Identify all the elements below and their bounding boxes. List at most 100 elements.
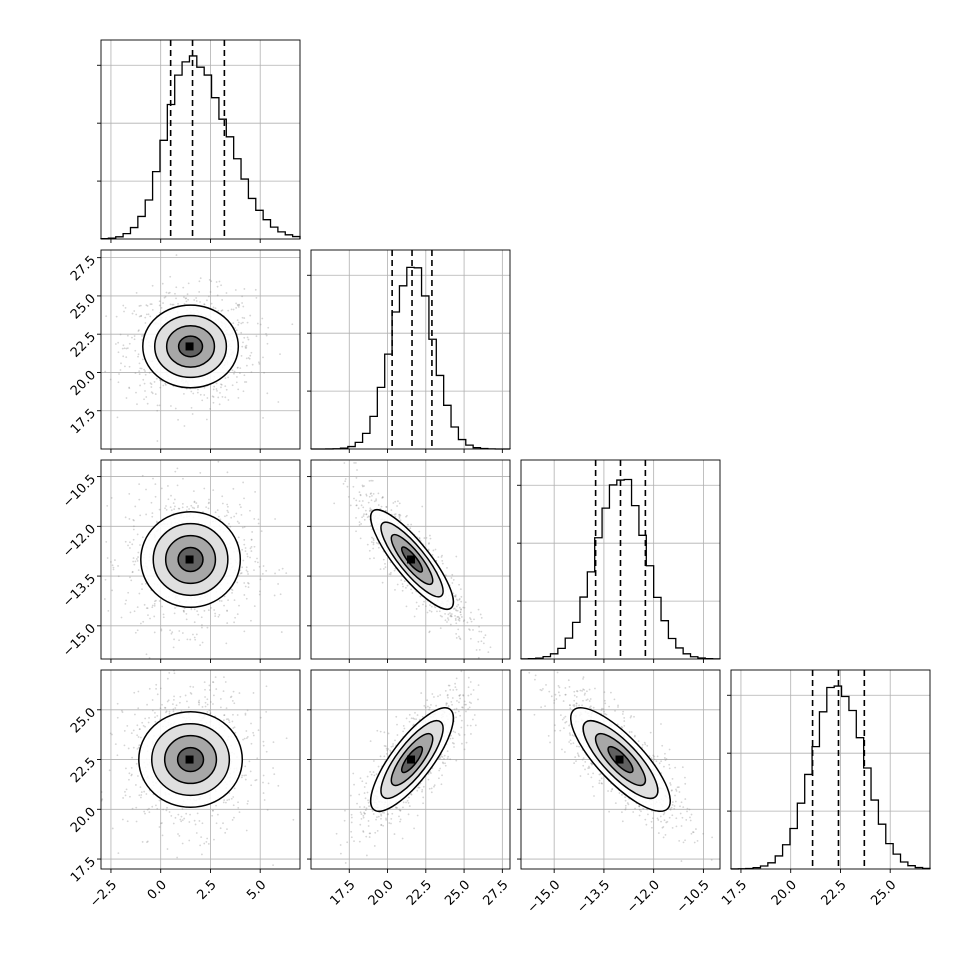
scatter-point bbox=[158, 799, 161, 802]
scatter-point bbox=[449, 614, 452, 617]
scatter-point bbox=[166, 848, 169, 850]
scatter-point bbox=[245, 569, 248, 572]
scatter-point bbox=[193, 819, 196, 822]
scatter-point bbox=[206, 397, 209, 399]
scatter-point bbox=[243, 582, 246, 584]
scatter-point bbox=[185, 812, 188, 815]
scatter-point bbox=[422, 802, 425, 805]
scatter-point bbox=[190, 692, 193, 695]
scatter-point bbox=[204, 705, 207, 708]
scatter-point bbox=[237, 366, 239, 369]
scatter-point bbox=[146, 840, 149, 843]
scatter-point bbox=[156, 409, 159, 412]
scatter-point bbox=[427, 778, 430, 781]
scatter-point bbox=[395, 715, 398, 718]
scatter-point bbox=[360, 504, 363, 507]
scatter-point bbox=[201, 399, 204, 402]
scatter-point bbox=[670, 789, 673, 792]
scatter-point bbox=[146, 402, 149, 405]
scatter-point bbox=[457, 615, 460, 618]
x-tick-label: 0.0 bbox=[145, 878, 170, 903]
scatter-point bbox=[386, 813, 389, 816]
scatter-point bbox=[222, 690, 225, 693]
scatter-point bbox=[406, 584, 409, 587]
scatter-point bbox=[183, 303, 186, 305]
scatter-point bbox=[151, 805, 154, 808]
scatter-point bbox=[247, 582, 250, 585]
scatter-point bbox=[209, 407, 212, 410]
scatter-point bbox=[243, 381, 246, 383]
scatter-point bbox=[428, 708, 430, 711]
scatter-point bbox=[398, 515, 401, 518]
scatter-point bbox=[126, 724, 129, 727]
scatter-point bbox=[402, 806, 404, 809]
scatter-point bbox=[226, 503, 229, 506]
scatter-point bbox=[195, 502, 198, 504]
scatter-point bbox=[149, 617, 151, 620]
scatter-point bbox=[212, 396, 215, 398]
scatter-point bbox=[124, 794, 127, 797]
scatter-point bbox=[224, 515, 226, 518]
scatter-point bbox=[359, 777, 362, 780]
scatter-point bbox=[131, 336, 133, 339]
scatter-point bbox=[376, 830, 379, 832]
scatter-point bbox=[190, 608, 193, 611]
scatter-point bbox=[130, 766, 133, 769]
scatter-point bbox=[352, 772, 355, 775]
scatter-point bbox=[234, 289, 237, 291]
scatter-point bbox=[385, 817, 387, 820]
y-tick-label: 22.5 bbox=[68, 755, 99, 786]
scatter-point bbox=[455, 688, 458, 691]
scatter-point bbox=[133, 310, 136, 312]
scatter-point bbox=[145, 653, 148, 656]
scatter-point bbox=[145, 582, 147, 585]
scatter-point bbox=[480, 640, 483, 643]
scatter-point bbox=[675, 817, 678, 820]
scatter-point bbox=[175, 254, 178, 256]
scatter-point bbox=[171, 458, 173, 460]
scatter-point bbox=[105, 541, 108, 543]
x-tick-label: 25.0 bbox=[868, 878, 899, 909]
scatter-point bbox=[137, 690, 140, 693]
scatter-point bbox=[458, 635, 460, 638]
scatter-point bbox=[175, 286, 178, 289]
scatter-point bbox=[130, 773, 133, 776]
scatter-point bbox=[435, 704, 438, 707]
scatter-point bbox=[133, 691, 136, 694]
scatter-point bbox=[197, 504, 200, 507]
scatter-point bbox=[164, 706, 166, 709]
scatter-point bbox=[266, 392, 269, 395]
scatter-point bbox=[236, 376, 238, 378]
scatter-point bbox=[449, 758, 452, 761]
scatter-point bbox=[257, 518, 260, 521]
scatter-point bbox=[387, 813, 389, 815]
scatter-point bbox=[209, 701, 212, 703]
scatter-point bbox=[201, 624, 203, 626]
scatter-point bbox=[125, 599, 128, 602]
scatter-point bbox=[262, 565, 265, 567]
scatter-point bbox=[237, 388, 240, 391]
scatter-point bbox=[233, 816, 235, 819]
scatter-point bbox=[140, 367, 143, 370]
scatter-point bbox=[224, 377, 227, 379]
scatter-point bbox=[408, 720, 411, 723]
scatter-point bbox=[137, 775, 139, 777]
scatter-point bbox=[109, 561, 112, 563]
scatter-point bbox=[196, 663, 198, 665]
scatter-point bbox=[245, 357, 248, 360]
scatter-point bbox=[381, 581, 384, 584]
scatter-point bbox=[258, 362, 261, 365]
scatter-point bbox=[249, 556, 251, 559]
scatter-point bbox=[107, 610, 110, 612]
scatter-point bbox=[368, 495, 371, 498]
scatter-point bbox=[362, 831, 365, 833]
scatter-point bbox=[220, 386, 222, 389]
scatter-point bbox=[232, 690, 235, 693]
scatter-panel-1-0: 17.520.022.525.027.5 bbox=[68, 249, 301, 460]
scatter-point bbox=[368, 832, 371, 835]
scatter-point bbox=[362, 830, 365, 832]
scatter-point bbox=[363, 806, 366, 808]
scatter-point bbox=[254, 560, 257, 563]
x-tick-label: 17.5 bbox=[719, 878, 750, 909]
scatter-point bbox=[390, 818, 393, 820]
